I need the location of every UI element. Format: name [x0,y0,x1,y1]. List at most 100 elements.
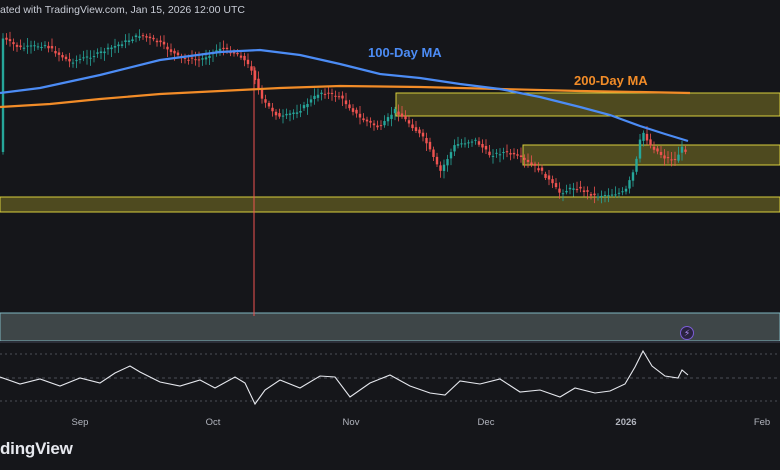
candle [481,139,484,153]
candle [274,109,278,120]
candle [530,155,533,168]
candle [218,42,222,56]
candle [684,145,687,155]
candle [456,136,460,149]
candle [222,40,225,56]
candle [306,98,309,115]
candle [523,154,526,168]
candle [442,159,446,179]
candle [502,147,505,160]
candle [586,186,589,200]
candle [470,139,474,147]
candle [449,148,453,166]
candle [253,67,257,85]
candle [638,134,642,163]
candle [386,113,390,126]
candle [141,32,145,40]
candle [526,153,530,168]
candle [320,89,323,101]
candle [152,34,155,42]
candle [194,51,197,66]
rsi-layer [0,349,780,406]
candle [505,144,509,158]
candle [631,169,635,187]
candle [551,175,554,189]
candle [288,110,292,122]
candle [355,107,358,118]
candle [155,38,159,47]
candle [435,152,439,167]
lightning-bolt-icon[interactable]: ⚡ [680,326,694,340]
candle [22,42,26,52]
candle [649,133,652,149]
candle [250,60,253,76]
candle [92,50,96,63]
pane-divider [0,341,780,343]
candle [656,146,659,155]
candle [54,46,57,57]
candle [407,115,411,128]
candle [313,88,316,105]
attribution-header: ated with TradingView.com, Jan 15, 2026 … [0,4,245,16]
candle [439,161,442,178]
candle [281,109,285,124]
candle [323,88,327,99]
candle [512,148,516,159]
candle [390,106,393,127]
candle [519,147,523,163]
candle [460,138,463,148]
candle [537,162,540,173]
candle [316,88,320,102]
candle [162,35,166,50]
candle [127,33,131,46]
candle [75,55,78,69]
candle [607,188,610,203]
candle [673,151,677,167]
candle [344,92,348,109]
candle [85,49,89,65]
candle [61,52,64,61]
candle [369,117,372,128]
tradingview-logo: dingView [0,439,73,458]
candle [477,137,481,147]
candle [292,109,295,120]
candle [278,108,281,119]
candle [257,71,260,95]
candle [78,54,82,64]
candle [103,47,106,61]
candle [453,139,456,157]
candle [421,129,425,142]
candle [568,183,572,195]
candle [131,36,134,44]
candle [264,94,267,108]
candle [159,35,162,47]
candle [145,33,148,42]
candle [43,41,47,49]
candle [99,47,103,60]
candle [491,149,495,164]
candle [334,90,337,102]
candle [166,42,169,57]
candle [670,151,673,167]
bolt-glyph: ⚡ [683,327,691,338]
lower-zone [0,312,780,342]
candle [309,95,313,107]
candle [64,54,68,62]
candle [425,132,428,151]
candle [600,190,603,204]
candle [120,40,124,49]
candle [5,33,8,45]
candle [540,164,544,175]
candle [341,91,344,107]
candle [498,148,502,163]
candle [82,50,85,62]
candle [666,151,670,164]
candle [582,186,586,197]
candle [593,186,596,204]
candle [299,104,302,118]
candle [330,88,334,101]
candle [89,50,92,66]
candle [96,48,99,58]
candle [474,137,477,145]
